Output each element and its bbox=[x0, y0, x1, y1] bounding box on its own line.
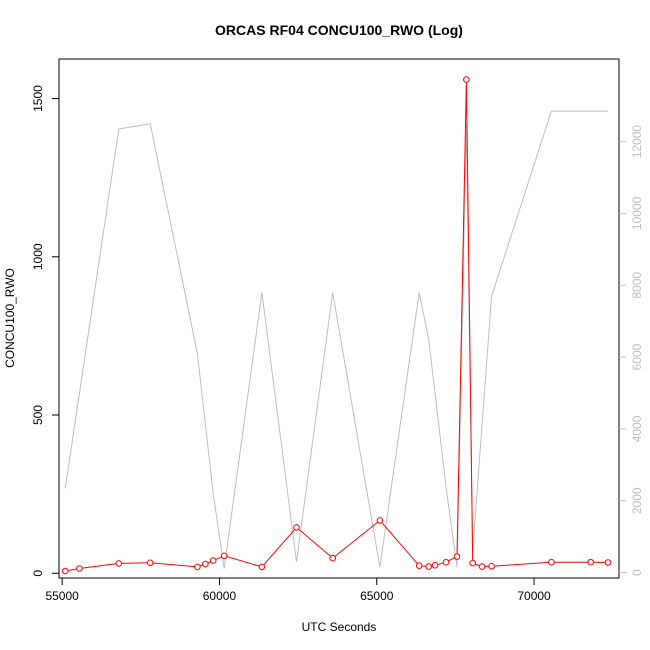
y2-tick-label: 2000 bbox=[630, 487, 644, 514]
primary-data-point bbox=[431, 562, 439, 569]
primary-data-point bbox=[376, 517, 384, 524]
x-axis: 55000 60000 65000 70000 bbox=[45, 577, 551, 603]
y-tick-label: 500 bbox=[31, 405, 45, 425]
primary-data-point bbox=[146, 559, 154, 567]
primary-data-point bbox=[329, 554, 337, 562]
primary-data-point bbox=[62, 567, 69, 575]
primary-data-point bbox=[442, 558, 450, 566]
primary-data-point bbox=[478, 563, 486, 570]
x-tick-label: 70000 bbox=[517, 589, 551, 603]
primary-series-line bbox=[65, 79, 609, 572]
primary-data-point bbox=[415, 562, 423, 570]
primary-data-point bbox=[258, 563, 266, 571]
primary-data-point bbox=[209, 557, 217, 564]
primary-data-point bbox=[76, 565, 83, 572]
secondary-series-line bbox=[64, 110, 608, 569]
chart-title: ORCAS RF04 CONCU100_RWO (Log) bbox=[215, 22, 463, 38]
primary-data-point bbox=[220, 552, 228, 560]
y2-tick-label: 10000 bbox=[630, 196, 644, 230]
y2-tick-label: 4000 bbox=[630, 415, 644, 442]
plot-frame bbox=[58, 58, 620, 579]
primary-data-point bbox=[453, 553, 461, 560]
primary-data-point bbox=[469, 559, 477, 567]
y2-tick-label: 8000 bbox=[630, 272, 644, 299]
primary-data-point bbox=[425, 563, 433, 570]
primary-data-point bbox=[194, 563, 201, 571]
y-axis-right: 0 2000 4000 6000 8000 10000 12000 bbox=[619, 125, 644, 576]
y-tick-label: 0 bbox=[31, 570, 45, 577]
y2-tick-label: 12000 bbox=[630, 125, 644, 159]
secondary-series-group bbox=[64, 110, 608, 569]
primary-data-point bbox=[115, 560, 123, 567]
primary-data-point bbox=[202, 560, 209, 568]
primary-data-point bbox=[488, 563, 495, 570]
primary-series-group bbox=[62, 76, 612, 575]
x-axis-label: UTC Seconds bbox=[302, 620, 377, 634]
x-tick-label: 60000 bbox=[203, 589, 237, 603]
primary-data-point bbox=[463, 76, 470, 83]
primary-data-point bbox=[587, 558, 595, 566]
x-tick-label: 65000 bbox=[360, 589, 394, 603]
y-tick-label: 1500 bbox=[31, 85, 45, 112]
y-tick-label: 1000 bbox=[31, 243, 45, 270]
primary-data-point bbox=[604, 559, 612, 566]
y-axis-left: 0 500 1000 1500 bbox=[31, 85, 59, 577]
primary-data-point bbox=[293, 524, 300, 531]
x-tick-label: 55000 bbox=[45, 589, 79, 603]
primary-data-point bbox=[548, 558, 555, 566]
y-axis-label: CONCU100_RWO bbox=[3, 268, 17, 368]
y2-tick-label: 6000 bbox=[630, 343, 644, 370]
y2-tick-label: 0 bbox=[630, 569, 644, 576]
